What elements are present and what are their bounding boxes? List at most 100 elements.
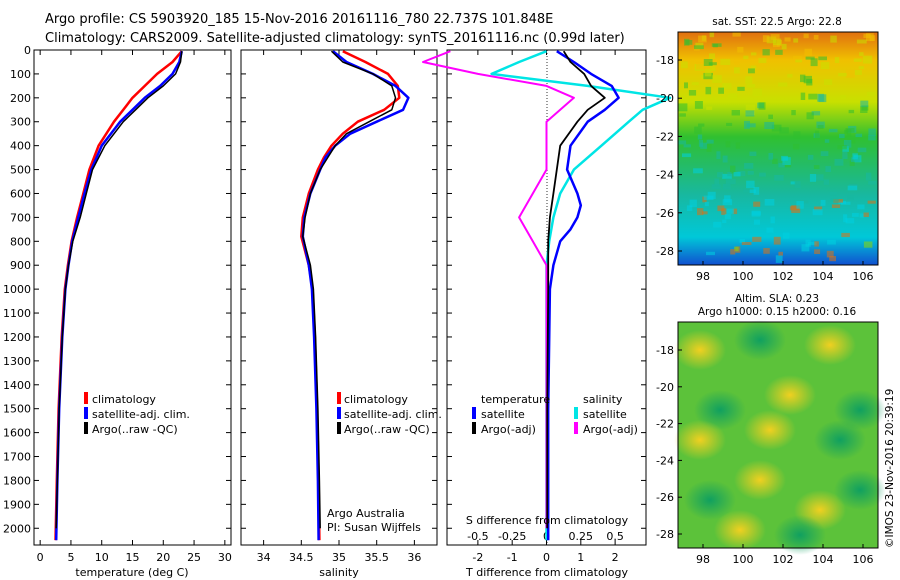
sst-map-frame	[677, 31, 879, 266]
sla-texture-blob	[684, 480, 736, 520]
sst-texture-cell	[743, 55, 749, 60]
sst-texture-cell	[705, 86, 712, 95]
imos-credit: ©IMOS 23-Nov-2016 20:39:19	[884, 389, 896, 548]
legend-argo: Argo(..raw -QC)	[92, 423, 178, 436]
sst-texture-cell	[814, 241, 819, 247]
sst-texture-cell	[732, 32, 741, 37]
x-tick-label: -2	[472, 551, 483, 564]
legend-swatch-argo	[84, 422, 88, 434]
sst-texture-cell	[722, 219, 727, 224]
sst-texture-cell	[814, 206, 823, 211]
sst-texture-cell	[828, 128, 838, 133]
sst-texture-cell	[794, 181, 801, 188]
t-difference-label: T difference from climatology	[465, 566, 628, 579]
difference-profiles	[422, 50, 672, 541]
legend-swatch-satellite	[84, 407, 88, 419]
sst-texture-cell	[800, 74, 806, 83]
legend-t-satellite: satellite	[481, 408, 525, 421]
sst-texture-cell	[839, 133, 845, 139]
sst-texture-cell	[816, 121, 825, 129]
sst-texture-cell	[730, 165, 736, 174]
legend-swatch-s-argo	[574, 422, 578, 434]
sst-texture-cell	[691, 82, 699, 86]
map-y-tick-label: -28	[656, 245, 674, 258]
sst-texture-cell	[860, 106, 868, 113]
sst-texture-cell	[829, 192, 838, 196]
sst-texture-cell	[768, 114, 773, 119]
sst-texture-cell	[680, 61, 688, 69]
legend-swatch-satellite	[337, 407, 341, 419]
sst-texture-cell	[817, 125, 824, 129]
sla-texture-blob	[734, 460, 786, 500]
depth-tick-label: 300	[10, 116, 31, 129]
annotation-organization: Argo Australia	[327, 507, 405, 520]
legend-s-argo: Argo(-adj)	[583, 423, 638, 436]
sst-texture-cell	[764, 199, 775, 206]
sla-texture-blob	[694, 390, 746, 430]
sst-texture-cell	[678, 103, 688, 112]
s-difference-label: S difference from climatology	[466, 514, 629, 527]
x-tick-label: 10	[95, 551, 109, 564]
legend-title-temperature: temperature	[481, 393, 550, 406]
sst-texture-cell	[706, 139, 714, 144]
sst-texture-cell	[778, 251, 783, 256]
sst-texture-cell	[800, 200, 809, 204]
map-y-tick-label: -18	[656, 344, 674, 357]
sst-map-panel: sat. SST: 22.5 Argo: 22.8 -18 -20 -22 -24 -2…	[656, 16, 879, 283]
sst-texture-cell	[845, 218, 855, 224]
depth-tick-label: 800	[10, 235, 31, 248]
sst-texture-cell	[868, 135, 876, 141]
sst-texture-cell	[697, 208, 704, 216]
sst-texture-cell	[709, 32, 715, 38]
sst-texture-cell	[868, 128, 876, 136]
legend-argo: Argo(..raw -QC)	[344, 423, 430, 436]
depth-tick-label: 1100	[3, 307, 31, 320]
sst-texture-cell	[791, 110, 796, 116]
depth-tick-label: 100	[10, 68, 31, 81]
sst-texture-cell	[845, 128, 855, 133]
sst-texture-cell	[722, 155, 728, 163]
sst-texture-cell	[792, 55, 802, 61]
map-y-tick-label: -24	[656, 169, 674, 182]
sst-texture-cell	[679, 113, 686, 117]
sst-texture-cell	[694, 101, 703, 109]
profile-line-climatology	[300, 50, 401, 541]
depth-tick-label: 2000	[3, 522, 31, 535]
sst-texture-cell	[782, 157, 791, 165]
sst-texture-cell	[744, 120, 750, 129]
sst-texture-cell	[762, 35, 770, 43]
header-line-1: Argo profile: CS 5903920_185 15-Nov-2016…	[45, 12, 553, 27]
sst-texture-cell	[716, 151, 721, 160]
legend-satellite-adj: satellite-adj. clim.	[344, 408, 442, 421]
map-y-tick-label: -24	[656, 454, 674, 467]
depth-tick-label: 1900	[3, 498, 31, 511]
sst-texture-cell	[739, 239, 746, 243]
x-tick-label: 35.5	[364, 551, 389, 564]
sst-texture-cell	[759, 172, 766, 177]
depth-tick-label: 1600	[3, 427, 31, 440]
depth-tick-label: 1500	[3, 403, 31, 416]
sst-texture-cell	[724, 214, 731, 220]
sst-texture-cell	[863, 241, 873, 248]
sla-map-title-1: Altim. SLA: 0.23	[735, 293, 819, 305]
sst-texture-cell	[720, 58, 731, 66]
sst-texture-cell	[678, 140, 687, 145]
sst-texture-cell	[772, 43, 780, 48]
sst-texture-cell	[841, 232, 850, 238]
sst-texture-cell	[810, 58, 818, 67]
difference-depth-ticks	[447, 49, 646, 529]
sst-texture-cell	[723, 183, 731, 190]
sst-texture-cell	[735, 142, 741, 149]
map-x-tick-label: 102	[773, 553, 794, 566]
s-tick-label: 0.5	[606, 530, 624, 543]
map-x-tick-label: 102	[773, 270, 794, 283]
sst-texture-cell	[865, 172, 872, 181]
sst-texture-cell	[704, 201, 709, 207]
sst-texture-cell	[778, 163, 785, 168]
sst-texture-cell	[758, 58, 767, 64]
sla-texture-blob	[834, 470, 886, 510]
sst-texture-cell	[829, 256, 836, 262]
sst-texture-cell	[806, 78, 813, 86]
sst-texture-cell	[854, 69, 862, 75]
depth-tick-label: 1200	[3, 331, 31, 344]
